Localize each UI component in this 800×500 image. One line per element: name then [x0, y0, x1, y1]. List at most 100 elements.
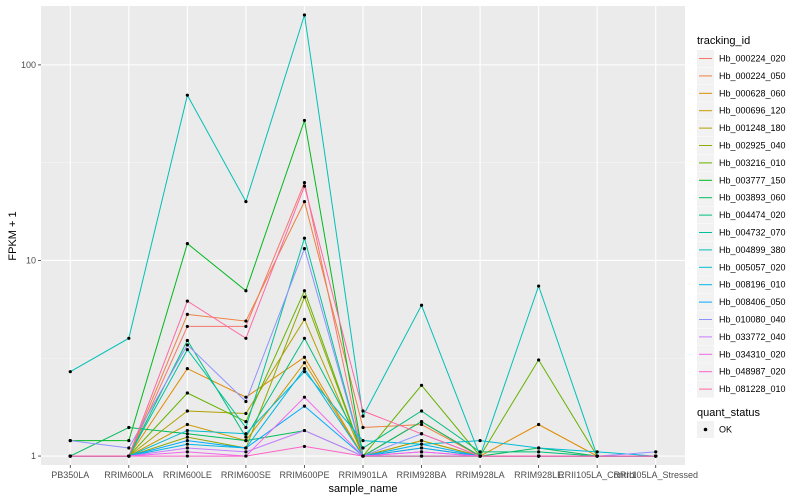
data-point: [419, 454, 424, 458]
data-point: [127, 336, 131, 340]
legend-item: Hb_004899_380: [697, 241, 786, 259]
data-point: [302, 336, 307, 340]
legend-item: Hb_010080_040: [697, 311, 786, 328]
x-tick-label: RRIM928LE: [514, 470, 563, 480]
legend-item: Hb_005057_020: [697, 258, 786, 276]
x-tick-label: RRII105LA_Control: [558, 470, 636, 480]
legend-label: Hb_081228_010: [719, 384, 786, 394]
legend-label: Hb_005057_020: [719, 262, 786, 272]
data-point: [185, 428, 189, 433]
data-point: [185, 435, 189, 439]
legend-label: OK: [719, 425, 732, 435]
data-point: [244, 289, 248, 293]
data-point: [68, 370, 72, 374]
data-point: [302, 184, 307, 188]
data-point: [244, 324, 248, 329]
legend-label: Hb_000696_120: [719, 106, 786, 116]
data-point: [185, 343, 189, 347]
data-point: [185, 450, 189, 454]
legend-label: Hb_004732_070: [719, 228, 786, 238]
y-tick-label: 10: [26, 255, 36, 265]
data-point: [244, 395, 248, 399]
data-point: [419, 432, 424, 436]
y-tick-label: 1: [31, 451, 36, 461]
data-point: [595, 450, 599, 454]
data-point: [302, 199, 307, 204]
data-point: [185, 409, 189, 413]
legend-label: Hb_003777_150: [719, 175, 786, 185]
data-point: [185, 432, 189, 436]
data-point: [127, 425, 131, 430]
data-point: [185, 324, 189, 329]
legend-title-quant-status: quant_status: [697, 407, 760, 419]
x-tick-label: RRII105LA_Stressed: [613, 470, 698, 480]
legend-item: Hb_000628_060: [697, 84, 786, 102]
legend-item: Hb_081228_010: [697, 380, 786, 398]
data-point: [68, 454, 72, 458]
data-point: [302, 118, 307, 123]
legend-label: Hb_048987_020: [719, 367, 786, 377]
data-point: [595, 454, 599, 458]
data-point: [244, 420, 248, 424]
data-point: [302, 246, 307, 251]
legend-items: Hb_000224_020 Hb_000224_050 Hb_000628_060 H…: [697, 50, 786, 398]
legend: tracking_id Hb_000224_020Hb_000224_050Hb…: [697, 35, 786, 438]
data-point: [302, 370, 307, 374]
data-point: [185, 241, 189, 246]
legend-item: Hb_000224_020: [697, 50, 786, 67]
data-point: [302, 428, 307, 433]
legend-item: OK: [697, 421, 732, 438]
legend-title-tracking-id: tracking_id: [697, 35, 750, 47]
data-point: [185, 446, 189, 450]
data-point: [127, 438, 131, 443]
data-point: [302, 181, 307, 185]
legend-label: Hb_033772_040: [719, 332, 786, 342]
data-point: [185, 438, 189, 443]
legend-label: Hb_004474_020: [719, 210, 786, 220]
data-point: [419, 446, 424, 450]
data-point: [478, 454, 482, 458]
data-point: [302, 355, 307, 359]
data-point: [361, 409, 365, 413]
data-point: [419, 420, 424, 424]
data-point: [185, 312, 189, 316]
data-point: [244, 446, 248, 450]
data-point: [361, 414, 365, 418]
legend-item: Hb_000224_050: [697, 67, 786, 85]
x-tick-label: RRIM928BA: [397, 470, 447, 480]
data-point: [244, 450, 248, 454]
data-point: [478, 438, 482, 443]
data-point: [654, 454, 658, 458]
legend-label: Hb_003893_060: [719, 193, 786, 203]
y-axis: 1 10 100: [21, 60, 41, 461]
data-point: [361, 454, 365, 458]
data-point: [419, 442, 424, 446]
data-point: [302, 444, 307, 449]
data-point: [185, 422, 189, 427]
data-point: [419, 383, 424, 387]
data-point: [185, 93, 189, 97]
data-point: [127, 446, 131, 450]
legend-item: Hb_000696_120: [697, 102, 786, 120]
data-point: [419, 450, 424, 454]
x-tick-label: PB350LA: [51, 470, 89, 480]
data-point: [244, 454, 248, 458]
data-point: [302, 366, 307, 371]
data-point: [185, 442, 189, 446]
legend-label: Hb_000224_020: [719, 54, 786, 64]
legend-label: Hb_001248_180: [719, 123, 786, 133]
data-point: [419, 422, 424, 427]
data-point: [185, 338, 189, 343]
data-point: [244, 336, 248, 340]
data-point: [361, 438, 365, 443]
legend-item: Hb_003216_010: [697, 154, 786, 172]
legend-quant-status-items: OK: [697, 421, 732, 438]
data-point: [244, 399, 248, 404]
legend-item: Hb_003893_060: [697, 189, 786, 207]
legend-label: Hb_034310_020: [719, 349, 786, 359]
x-tick-label: RRIM600PE: [279, 470, 329, 480]
legend-item: Hb_008406_050: [697, 293, 786, 311]
data-point: [419, 303, 424, 307]
data-point: [302, 289, 307, 293]
x-axis-title: sample_name: [328, 483, 397, 495]
